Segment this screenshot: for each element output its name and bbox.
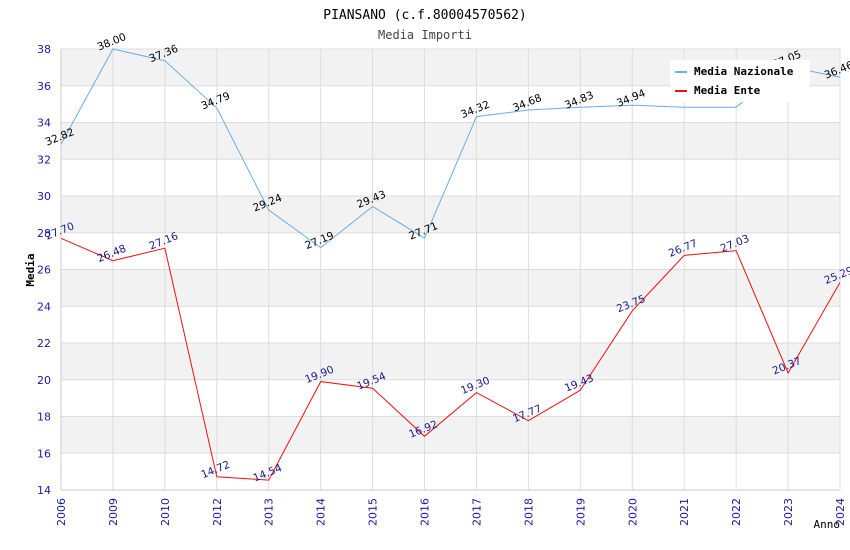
- x-tick-label: 2012: [211, 498, 224, 526]
- y-tick-label: 38: [37, 43, 51, 56]
- chart-title: PIANSANO (c.f.80004570562): [323, 8, 527, 23]
- y-tick-label: 30: [37, 190, 51, 203]
- y-tick-label: 14: [37, 484, 51, 497]
- plot-band: [61, 416, 840, 454]
- plot-background: [61, 49, 840, 490]
- y-tick-label: 24: [37, 300, 51, 313]
- plot-band: [61, 232, 840, 270]
- y-tick-label: 16: [37, 447, 51, 460]
- x-tick-label: 2019: [574, 498, 587, 526]
- x-tick-label: 2006: [55, 498, 68, 526]
- legend-box: [670, 60, 810, 102]
- y-tick-label: 22: [37, 337, 51, 350]
- x-tick-label: 2021: [678, 498, 691, 526]
- series-lines: [60, 48, 841, 481]
- x-tick-label: 2010: [159, 498, 172, 526]
- chart-subtitle: Media Importi: [378, 28, 472, 42]
- x-axis-ticks: 2006 2009 2010 2012 2013 2014 2015 2016 2017 2018…: [55, 498, 847, 526]
- x-tick-label: 2013: [263, 498, 276, 526]
- y-axis-label: Media: [24, 253, 37, 286]
- x-tick-label: 2020: [626, 498, 639, 526]
- plot-band: [61, 306, 840, 343]
- series-line-media-ente: [60, 237, 841, 481]
- x-tick-label: 2023: [782, 498, 795, 526]
- x-tick-label: 2016: [419, 498, 432, 526]
- gridlines: [60, 48, 841, 491]
- x-tick-label: 2017: [470, 498, 483, 526]
- plot-band: [61, 269, 840, 307]
- x-tick-label: 2024: [834, 498, 847, 526]
- legend-label-media-nazionale: Media Nazionale: [694, 65, 794, 78]
- x-tick-label: 2022: [730, 498, 743, 526]
- y-tick-label: 34: [37, 117, 51, 130]
- plot-band: [61, 379, 840, 417]
- plot-band: [61, 122, 840, 160]
- legend-label-media-ente: Media Ente: [694, 84, 761, 97]
- y-tick-label: 28: [37, 227, 51, 240]
- x-tick-label: 2014: [315, 498, 328, 526]
- series-line-media-nazionale: [60, 48, 841, 249]
- x-tick-label: 2009: [107, 498, 120, 526]
- y-tick-label: 18: [37, 411, 51, 424]
- y-axis-ticks: 14 16 18 20 22 24 26 28 30 32 34 36 38: [37, 43, 51, 497]
- y-tick-label: 20: [37, 374, 51, 387]
- x-tick-label: 2015: [367, 498, 380, 526]
- y-tick-label: 26: [37, 264, 51, 277]
- plot-band: [61, 453, 840, 490]
- x-tick-label: 2018: [522, 498, 535, 526]
- y-tick-label: 36: [37, 80, 51, 93]
- plot-band: [61, 343, 840, 380]
- x-axis-label: Anno: [814, 518, 841, 531]
- plot-band: [61, 196, 840, 233]
- legend: Media Nazionale Media Ente: [670, 60, 810, 102]
- y-tick-label: 32: [37, 153, 51, 166]
